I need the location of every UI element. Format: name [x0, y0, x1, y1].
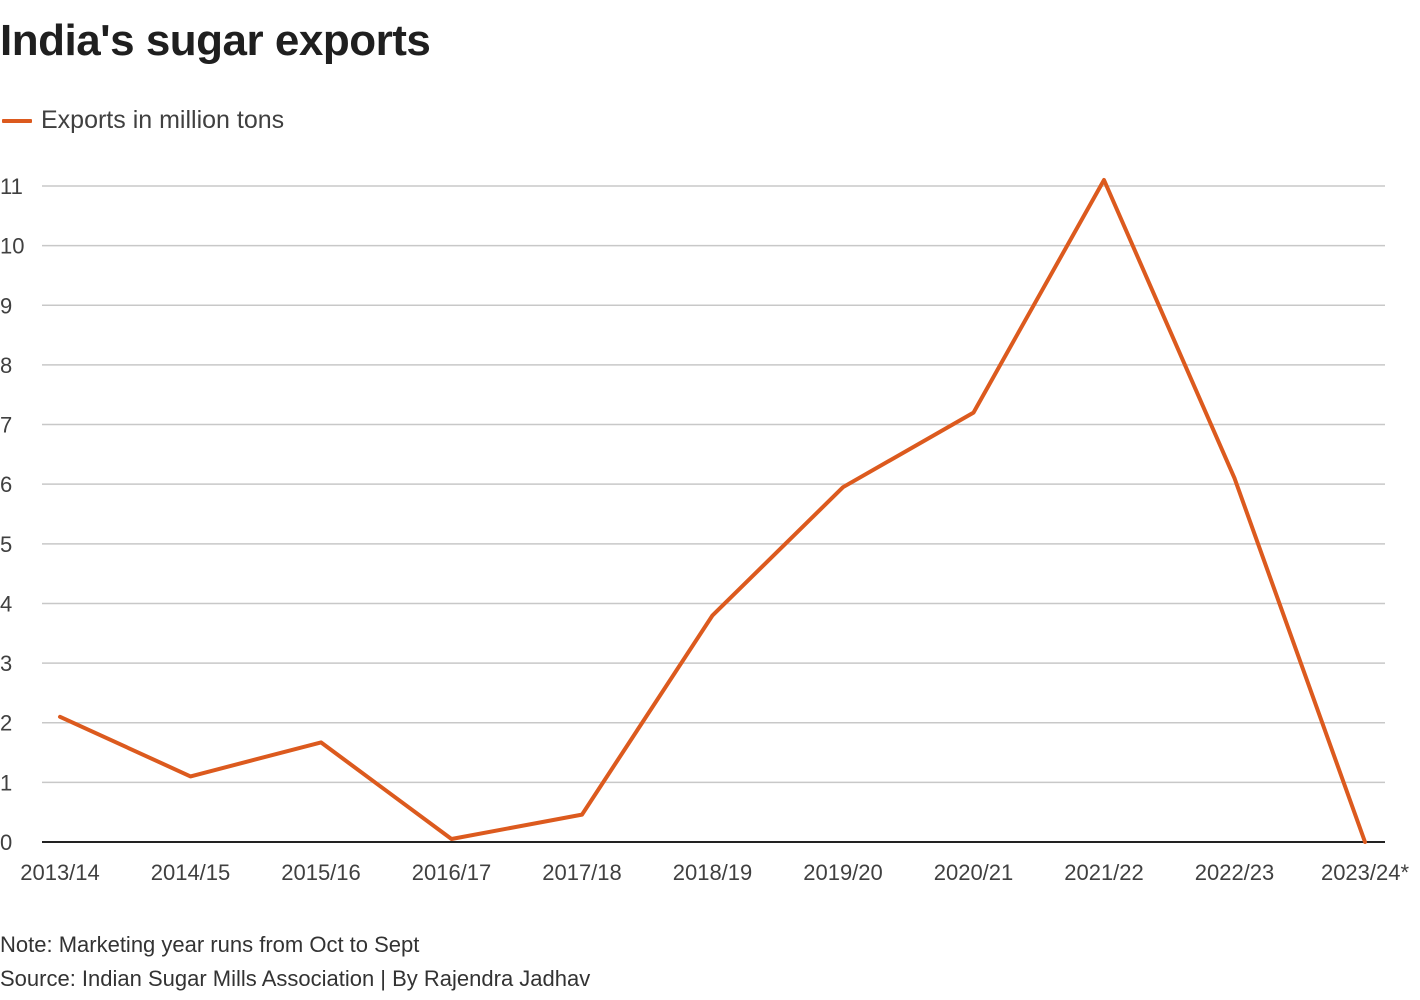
y-tick-label: 1	[0, 770, 12, 795]
data-points	[57, 177, 1368, 845]
x-tick-label: 2023/24*	[1321, 860, 1410, 885]
data-point-2020/21	[971, 410, 977, 416]
legend-label: Exports in million tons	[41, 106, 285, 134]
x-tick-label: 2014/15	[151, 860, 231, 885]
legend: Exports in million tons	[2, 106, 284, 135]
y-tick-label: 11	[0, 174, 23, 199]
exports-series-line	[58, 178, 1367, 844]
chart-title: India's sugar exports	[0, 16, 431, 65]
y-tick-label: 7	[0, 413, 12, 438]
y-tick-label: 9	[0, 293, 12, 318]
x-axis-ticks: 2013/14 2014/15 2015/16 2016/17 2017/18 2018/…	[20, 860, 1409, 885]
x-tick-label: 2021/22	[1064, 860, 1144, 885]
data-point-2021/22	[1101, 177, 1107, 183]
data-point-2023/24*	[1362, 839, 1368, 845]
data-point-2014/15	[188, 773, 194, 779]
x-tick-label: 2013/14	[20, 860, 100, 885]
y-tick-label: 6	[0, 472, 12, 497]
data-point-2013/14	[57, 714, 63, 720]
footnote: Note: Marketing year runs from Oct to Se…	[0, 932, 420, 957]
data-point-2016/17	[449, 836, 455, 842]
source-credit: Source: Indian Sugar Mills Association |…	[0, 966, 591, 991]
y-tick-label: 8	[0, 353, 12, 378]
x-tick-label: 2019/20	[803, 860, 883, 885]
data-point-2017/18	[579, 812, 585, 818]
y-tick-label: 10	[0, 234, 24, 259]
y-tick-label: 0	[0, 830, 12, 855]
x-tick-label: 2015/16	[281, 860, 361, 885]
line-chart: 0 1 2 3 4 5 6 7 8 9 10 11 2013/14 2014/15 2015/16 2016…	[0, 174, 1409, 885]
data-point-2015/16	[318, 739, 324, 745]
x-tick-label: 2022/23	[1195, 860, 1275, 885]
data-point-2019/20	[840, 484, 846, 490]
x-tick-label: 2020/21	[934, 860, 1014, 885]
data-point-2018/19	[710, 612, 716, 618]
y-tick-label: 3	[0, 651, 12, 676]
x-tick-label: 2017/18	[542, 860, 622, 885]
gridlines	[42, 185, 1385, 784]
data-point-2022/23	[1232, 475, 1238, 481]
legend-line-swatch	[2, 118, 32, 123]
y-tick-label: 5	[0, 532, 12, 557]
y-tick-label: 2	[0, 711, 12, 736]
x-tick-label: 2018/19	[673, 860, 753, 885]
x-tick-label: 2016/17	[412, 860, 492, 885]
y-axis-ticks: 0 1 2 3 4 5 6 7 8 9 10 11	[0, 174, 24, 855]
y-tick-label: 4	[0, 591, 12, 616]
